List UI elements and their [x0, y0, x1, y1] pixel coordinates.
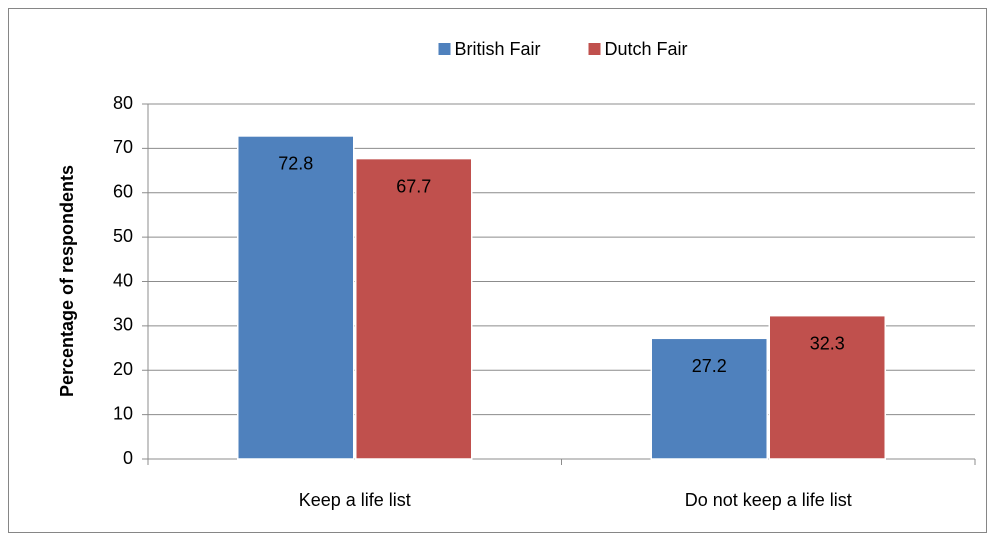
data-label: 67.7 [396, 176, 431, 196]
y-tick-label: 20 [113, 359, 133, 379]
legend-swatch [588, 43, 601, 55]
bar [237, 135, 355, 460]
bar [355, 157, 473, 460]
x-tick-label: Keep a life list [299, 490, 411, 510]
y-tick-label: 70 [113, 137, 133, 157]
y-axis-label: Percentage of respondents [57, 165, 77, 397]
bar [768, 314, 886, 460]
bar [650, 337, 768, 460]
x-tick-label: Do not keep a life list [685, 490, 852, 510]
legend-label: Dutch Fair [605, 39, 688, 59]
data-label: 27.2 [692, 356, 727, 376]
data-label: 32.3 [810, 333, 845, 353]
y-tick-label: 60 [113, 182, 133, 202]
y-tick-label: 40 [113, 270, 133, 290]
y-tick-label: 50 [113, 226, 133, 246]
legend-label: British Fair [455, 39, 541, 59]
y-tick-label: 30 [113, 315, 133, 335]
y-tick-label: 10 [113, 403, 133, 423]
data-label: 72.8 [278, 154, 313, 174]
legend-swatch [438, 43, 451, 55]
y-tick-label: 80 [113, 93, 133, 113]
y-tick-label: 0 [123, 448, 133, 468]
